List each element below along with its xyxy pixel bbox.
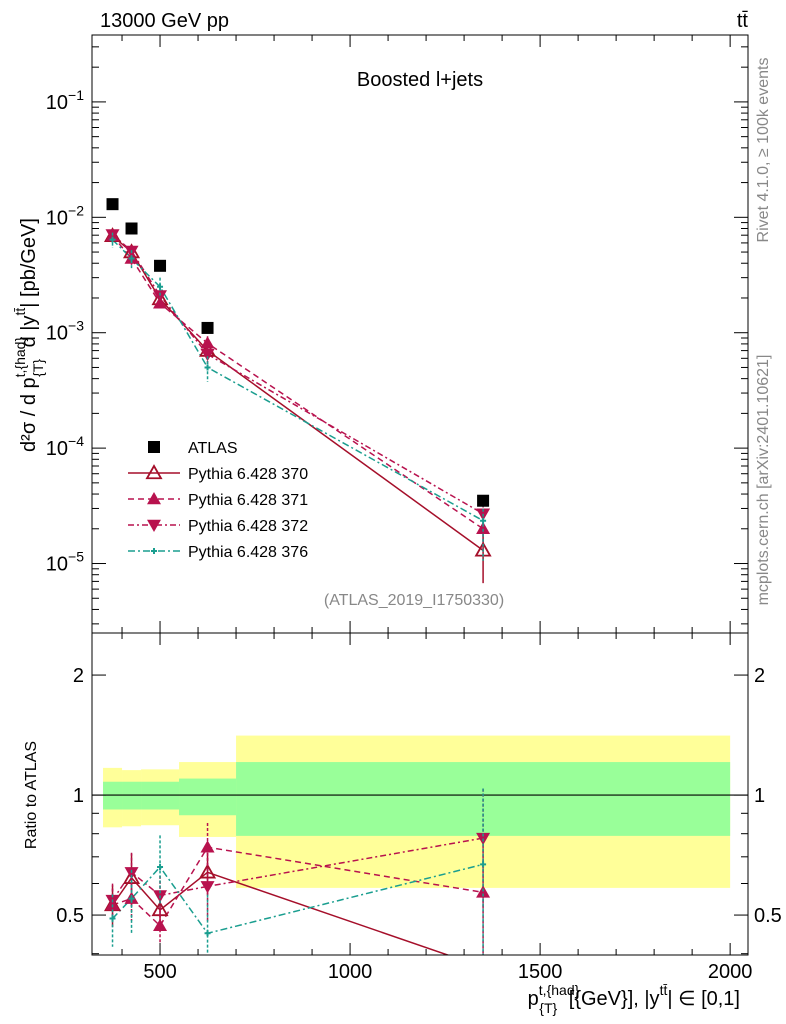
series-376-point bbox=[480, 517, 487, 524]
series-376-ratio-point bbox=[204, 930, 211, 937]
series-371-point bbox=[200, 336, 215, 349]
series-370-ratio-point bbox=[198, 863, 217, 879]
ratio-tick-label: 2 bbox=[73, 665, 84, 687]
ratio-tick-label: 1 bbox=[754, 785, 765, 807]
legend-label-370: Pythia 6.428 370 bbox=[188, 466, 308, 483]
rivet-label: Rivet 4.1.0, ≥ 100k events bbox=[755, 58, 772, 243]
ratio-tick-label: 2 bbox=[754, 665, 765, 687]
series-371-line bbox=[111, 235, 484, 530]
series-376-point bbox=[109, 236, 116, 243]
ratio-ylabel: Ratio to ATLAS bbox=[23, 741, 40, 849]
series-376-ratio-point bbox=[157, 863, 164, 870]
x-tick-label: 2000 bbox=[708, 961, 753, 983]
data-point bbox=[201, 321, 214, 334]
series-376-point bbox=[128, 255, 135, 262]
header-right: tt̄ bbox=[737, 10, 749, 32]
legend-marker-3 bbox=[151, 548, 157, 554]
series-371-ratio-line bbox=[112, 846, 484, 927]
header-left: 13000 GeV pp bbox=[100, 10, 229, 32]
data-point bbox=[154, 259, 167, 272]
chart-title: Boosted l+jets bbox=[357, 69, 483, 91]
legend-label-376: Pythia 6.428 376 bbox=[188, 544, 308, 561]
legend-label-372: Pythia 6.428 372 bbox=[188, 518, 308, 535]
legend-marker-2 bbox=[147, 519, 161, 532]
series-376-ratio-point bbox=[480, 861, 487, 868]
series-376-ratio-point bbox=[109, 915, 116, 922]
analysis-label: (ATLAS_2019_I1750330) bbox=[324, 592, 504, 609]
legend-marker-data bbox=[148, 441, 160, 453]
x-axis-label: pt,{had} {T} [{GeV}], |ytt̄| ∈ [0,1] bbox=[528, 982, 740, 1016]
ratio-tick-label: 0.5 bbox=[754, 905, 782, 927]
series-376-point bbox=[157, 283, 164, 290]
series-371-ratio-point bbox=[153, 918, 168, 932]
series-376-point bbox=[204, 364, 211, 371]
y-tick-label: 10−4 bbox=[46, 433, 84, 460]
y-tick-label: 10−5 bbox=[46, 549, 84, 576]
legend-label-371: Pythia 6.428 371 bbox=[188, 492, 308, 509]
series-372-ratio-point bbox=[124, 867, 139, 880]
x-tick-label: 1500 bbox=[518, 961, 563, 983]
y-tick-label: 10−1 bbox=[46, 87, 84, 114]
legend: ATLAS Pythia 6.428 370 Pythia 6.428 371 … bbox=[188, 440, 308, 561]
series-376-ratio-point bbox=[128, 895, 135, 902]
data-point bbox=[125, 222, 138, 235]
ratio-frame bbox=[91, 632, 749, 956]
y-tick-label: 10−3 bbox=[46, 318, 84, 345]
data-point bbox=[106, 198, 119, 211]
legend-label-data: ATLAS bbox=[188, 440, 238, 457]
series-371-ratio-point bbox=[200, 840, 215, 853]
stat-uncertainty-band bbox=[179, 778, 237, 816]
x-tick-label: 500 bbox=[143, 961, 176, 983]
mcplots-label: mcplots.cern.ch [arXiv:2401.10621] bbox=[755, 355, 772, 606]
data-point bbox=[477, 494, 490, 507]
series-371-point bbox=[476, 521, 491, 535]
legend-marker-1 bbox=[147, 492, 161, 505]
ratio-tick-label: 0.5 bbox=[56, 905, 84, 927]
x-tick-label: 1000 bbox=[328, 961, 373, 983]
y-axis-label: d²σ / d pt,{had} {T} d |ytt̄| [pb/GeV] bbox=[12, 218, 46, 452]
legend-marker-0 bbox=[145, 464, 163, 480]
series-372-point bbox=[200, 349, 215, 362]
series-372-ratio-point bbox=[200, 881, 215, 894]
y-tick-label: 10−2 bbox=[46, 202, 84, 229]
ratio-tick-label: 1 bbox=[73, 785, 84, 807]
series-372-point bbox=[153, 290, 168, 303]
series-372-line bbox=[112, 233, 484, 515]
